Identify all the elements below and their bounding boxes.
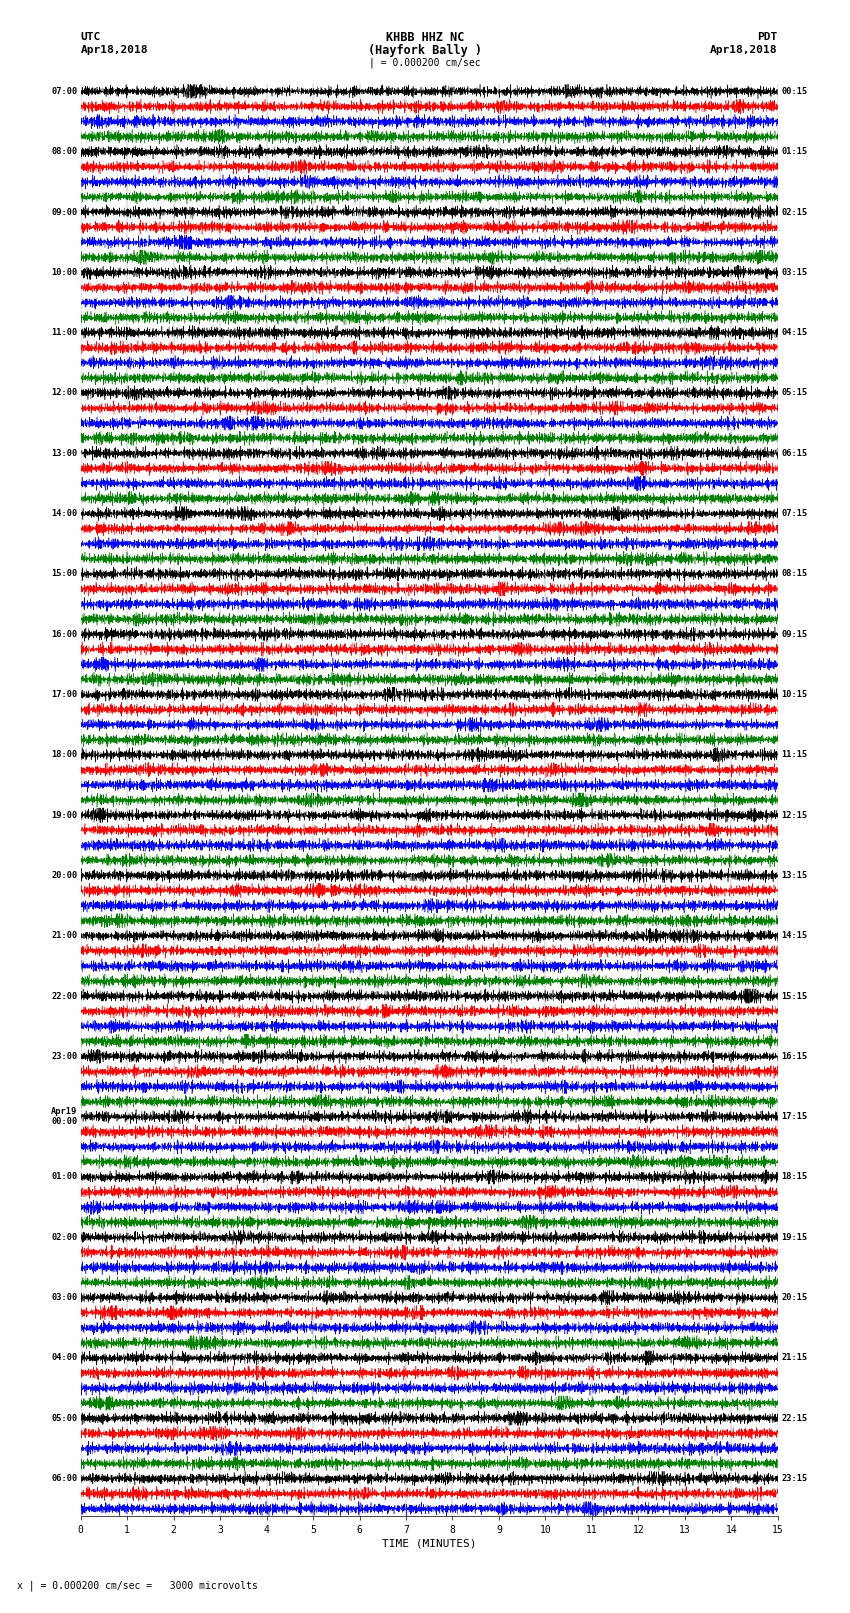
Text: 03:15: 03:15 [781, 268, 807, 277]
Text: PDT: PDT [757, 32, 778, 42]
Text: 15:00: 15:00 [51, 569, 77, 579]
Text: 04:15: 04:15 [781, 327, 807, 337]
Text: Apr19
00:00: Apr19 00:00 [51, 1107, 77, 1126]
Text: 15:15: 15:15 [781, 992, 807, 1000]
Text: 01:00: 01:00 [51, 1173, 77, 1181]
Text: 07:00: 07:00 [51, 87, 77, 95]
Text: Apr18,2018: Apr18,2018 [711, 45, 778, 55]
Text: 02:15: 02:15 [781, 208, 807, 216]
Text: (Hayfork Bally ): (Hayfork Bally ) [368, 44, 482, 56]
Text: 10:00: 10:00 [51, 268, 77, 277]
Text: 17:00: 17:00 [51, 690, 77, 698]
Text: 04:00: 04:00 [51, 1353, 77, 1363]
Text: UTC: UTC [81, 32, 101, 42]
Text: 07:15: 07:15 [781, 510, 807, 518]
Text: 23:15: 23:15 [781, 1474, 807, 1482]
Text: 16:00: 16:00 [51, 629, 77, 639]
Text: 18:00: 18:00 [51, 750, 77, 760]
Text: 13:15: 13:15 [781, 871, 807, 881]
Text: 06:15: 06:15 [781, 448, 807, 458]
Text: 03:00: 03:00 [51, 1294, 77, 1302]
Text: 22:00: 22:00 [51, 992, 77, 1000]
Text: 19:15: 19:15 [781, 1232, 807, 1242]
Text: 23:00: 23:00 [51, 1052, 77, 1061]
Text: 13:00: 13:00 [51, 448, 77, 458]
Text: Apr18,2018: Apr18,2018 [81, 45, 148, 55]
Text: 00:15: 00:15 [781, 87, 807, 95]
Text: 08:00: 08:00 [51, 147, 77, 156]
Text: 11:15: 11:15 [781, 750, 807, 760]
Text: 20:00: 20:00 [51, 871, 77, 881]
Text: 09:00: 09:00 [51, 208, 77, 216]
Text: 14:00: 14:00 [51, 510, 77, 518]
Text: 09:15: 09:15 [781, 629, 807, 639]
Text: 02:00: 02:00 [51, 1232, 77, 1242]
Text: 01:15: 01:15 [781, 147, 807, 156]
Text: 08:15: 08:15 [781, 569, 807, 579]
Text: | = 0.000200 cm/sec: | = 0.000200 cm/sec [369, 58, 481, 68]
Text: 06:00: 06:00 [51, 1474, 77, 1482]
Text: 14:15: 14:15 [781, 931, 807, 940]
Text: 17:15: 17:15 [781, 1113, 807, 1121]
Text: 12:15: 12:15 [781, 811, 807, 819]
Text: 19:00: 19:00 [51, 811, 77, 819]
Text: 20:15: 20:15 [781, 1294, 807, 1302]
Text: KHBB HHZ NC: KHBB HHZ NC [386, 31, 464, 44]
Text: 22:15: 22:15 [781, 1413, 807, 1423]
Text: x | = 0.000200 cm/sec =   3000 microvolts: x | = 0.000200 cm/sec = 3000 microvolts [17, 1581, 258, 1590]
Text: 21:00: 21:00 [51, 931, 77, 940]
Text: 12:00: 12:00 [51, 389, 77, 397]
Text: 05:15: 05:15 [781, 389, 807, 397]
Text: 18:15: 18:15 [781, 1173, 807, 1181]
Text: 05:00: 05:00 [51, 1413, 77, 1423]
Text: 16:15: 16:15 [781, 1052, 807, 1061]
X-axis label: TIME (MINUTES): TIME (MINUTES) [382, 1539, 477, 1548]
Text: 10:15: 10:15 [781, 690, 807, 698]
Text: 11:00: 11:00 [51, 327, 77, 337]
Text: 21:15: 21:15 [781, 1353, 807, 1363]
